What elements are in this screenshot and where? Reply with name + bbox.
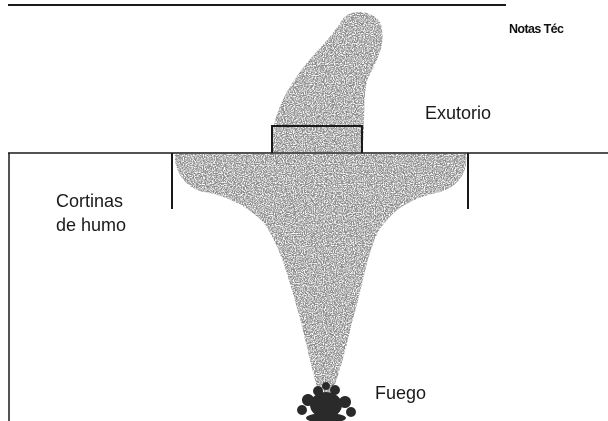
smoke-curtains-label: Cortinas de humo [56, 189, 126, 237]
smoke-plume-icon [174, 11, 467, 392]
vent-label: Exutorio [425, 103, 492, 123]
fire-label: Fuego [375, 383, 427, 403]
header-note: Notas Téc [509, 22, 564, 36]
vent-outline [271, 125, 363, 153]
smoke-curtains-label-line1: Cortinas [56, 191, 124, 211]
fire-icon [297, 382, 356, 421]
smoke-curtains-label-line2: de humo [56, 215, 127, 235]
